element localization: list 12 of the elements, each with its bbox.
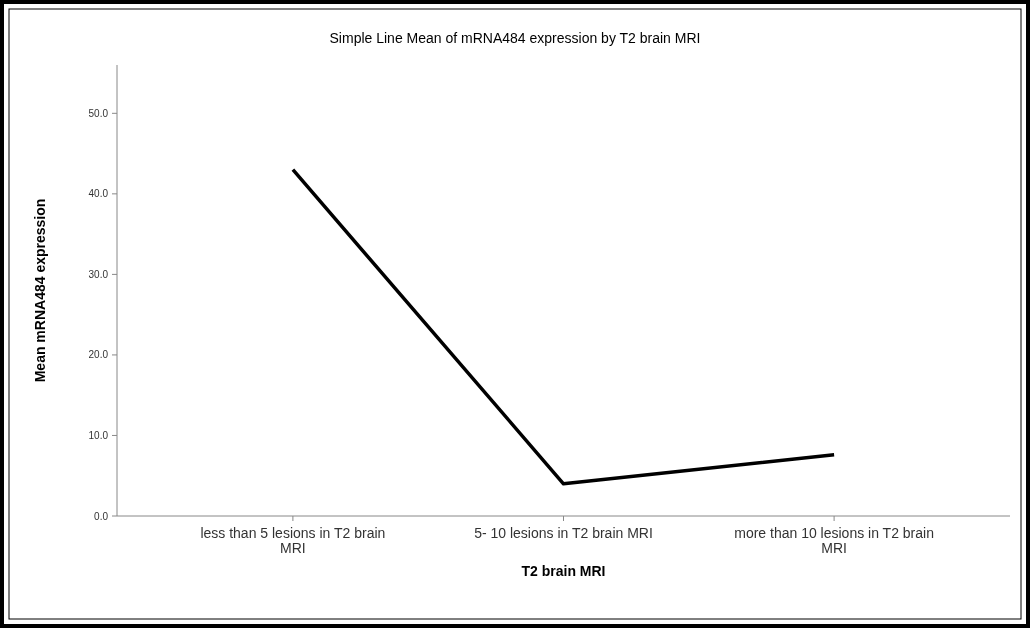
- y-tick-label: 20.0: [88, 349, 109, 361]
- x-axis-title: T2 brain MRI: [521, 563, 606, 579]
- x-tick-label: more than 10 lesions in T2 brain MRI: [734, 525, 934, 556]
- y-tick-label: 30.0: [88, 268, 109, 280]
- x-tick-label: less than 5 lesions in T2 brain MRI: [200, 525, 386, 556]
- chart-title: Simple Line Mean of mRNA484 expression by T2 brain MRI: [329, 30, 701, 46]
- y-tick-label: 40.0: [88, 188, 109, 200]
- y-axis-title: Mean mRNA484 expression: [32, 198, 48, 383]
- y-tick-label: 50.0: [88, 107, 109, 119]
- y-tick-label: 0.0: [94, 510, 109, 522]
- x-tick-label: 5- 10 lesions in T2 brain MRI: [474, 525, 653, 541]
- y-tick-label: 10.0: [88, 429, 109, 441]
